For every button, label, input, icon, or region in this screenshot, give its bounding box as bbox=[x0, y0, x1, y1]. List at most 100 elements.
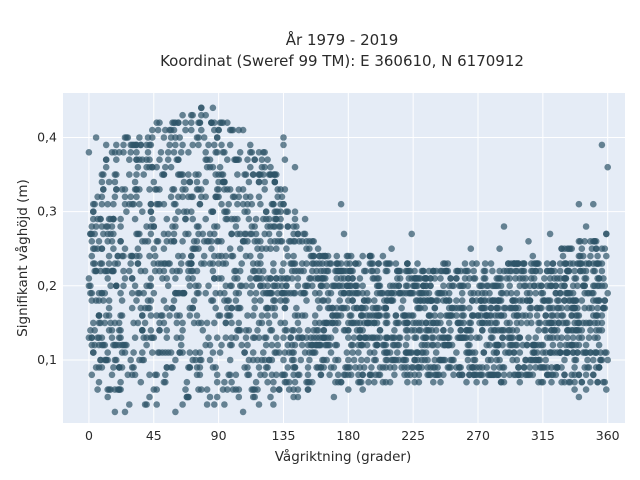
data-point bbox=[205, 334, 212, 342]
data-point bbox=[330, 393, 338, 401]
data-point bbox=[91, 260, 98, 267]
data-point bbox=[395, 289, 403, 297]
data-point bbox=[474, 312, 482, 319]
data-point bbox=[535, 356, 542, 364]
data-point bbox=[578, 334, 586, 342]
data-point bbox=[147, 282, 155, 290]
data-point bbox=[591, 238, 598, 245]
data-point bbox=[117, 378, 124, 386]
data-point bbox=[365, 378, 372, 386]
data-point bbox=[556, 349, 564, 356]
data-point bbox=[264, 156, 271, 163]
data-point bbox=[120, 141, 127, 149]
data-point bbox=[166, 312, 173, 319]
data-point bbox=[530, 341, 538, 349]
data-point bbox=[356, 334, 364, 342]
data-point bbox=[581, 364, 588, 371]
data-point bbox=[88, 371, 96, 379]
x-tick-label: 135 bbox=[272, 428, 296, 443]
data-point bbox=[542, 327, 549, 334]
data-point bbox=[284, 223, 292, 230]
data-point bbox=[291, 163, 299, 171]
data-point bbox=[131, 178, 139, 186]
data-point bbox=[375, 371, 382, 379]
data-point bbox=[124, 371, 132, 379]
data-point bbox=[242, 334, 250, 342]
data-point bbox=[193, 371, 201, 379]
data-point bbox=[306, 275, 313, 282]
data-point bbox=[264, 364, 271, 371]
data-point bbox=[598, 327, 606, 334]
data-point bbox=[261, 230, 269, 238]
data-point bbox=[581, 238, 588, 245]
data-point bbox=[108, 334, 116, 342]
data-point bbox=[396, 275, 404, 282]
data-point bbox=[561, 282, 568, 290]
data-point bbox=[564, 334, 571, 342]
data-point bbox=[386, 282, 394, 290]
data-point bbox=[133, 193, 140, 201]
data-point bbox=[480, 267, 488, 275]
data-point bbox=[167, 163, 175, 171]
data-point bbox=[222, 319, 230, 327]
data-point bbox=[479, 304, 486, 312]
data-point bbox=[503, 267, 511, 275]
data-point bbox=[575, 200, 583, 208]
data-point bbox=[525, 334, 532, 342]
data-point bbox=[404, 364, 411, 371]
data-point bbox=[499, 334, 506, 342]
data-point bbox=[561, 275, 568, 282]
y-tick-label: 0,1 bbox=[37, 352, 57, 367]
data-point bbox=[411, 356, 418, 364]
data-point bbox=[172, 356, 179, 364]
data-point bbox=[456, 319, 463, 327]
data-point bbox=[587, 378, 594, 386]
data-point bbox=[404, 260, 411, 267]
data-point bbox=[457, 334, 465, 342]
data-point bbox=[224, 156, 231, 163]
data-point bbox=[371, 297, 378, 304]
data-point bbox=[293, 304, 300, 312]
data-point bbox=[185, 230, 192, 238]
data-point bbox=[150, 334, 158, 342]
data-point bbox=[458, 297, 466, 304]
data-point bbox=[283, 208, 290, 215]
data-point bbox=[87, 230, 94, 238]
data-point bbox=[98, 364, 106, 371]
data-point bbox=[147, 200, 155, 208]
data-point bbox=[554, 304, 561, 312]
data-point bbox=[149, 126, 156, 134]
data-point bbox=[270, 200, 277, 208]
data-point bbox=[202, 215, 209, 223]
data-point bbox=[408, 230, 416, 238]
data-point bbox=[447, 364, 454, 371]
data-point bbox=[313, 334, 320, 342]
data-point bbox=[533, 260, 541, 267]
data-point bbox=[561, 245, 568, 252]
data-point bbox=[115, 341, 123, 349]
data-point bbox=[542, 312, 549, 319]
data-point bbox=[349, 319, 356, 327]
data-point bbox=[587, 327, 594, 334]
data-point bbox=[332, 341, 339, 349]
data-point bbox=[523, 341, 531, 349]
data-point bbox=[213, 334, 221, 342]
data-point bbox=[591, 267, 598, 275]
data-point bbox=[311, 349, 319, 356]
data-point bbox=[578, 378, 586, 386]
data-point bbox=[388, 245, 395, 252]
data-point bbox=[105, 297, 113, 304]
data-point bbox=[603, 386, 610, 393]
data-point bbox=[575, 341, 583, 349]
data-point bbox=[311, 275, 319, 282]
data-point bbox=[98, 193, 106, 201]
data-point bbox=[352, 282, 359, 290]
data-point bbox=[133, 297, 140, 304]
data-point bbox=[303, 297, 310, 304]
data-point bbox=[349, 297, 356, 304]
data-point bbox=[143, 401, 150, 408]
data-point bbox=[598, 312, 606, 319]
data-point bbox=[404, 319, 411, 327]
data-point bbox=[123, 134, 130, 141]
